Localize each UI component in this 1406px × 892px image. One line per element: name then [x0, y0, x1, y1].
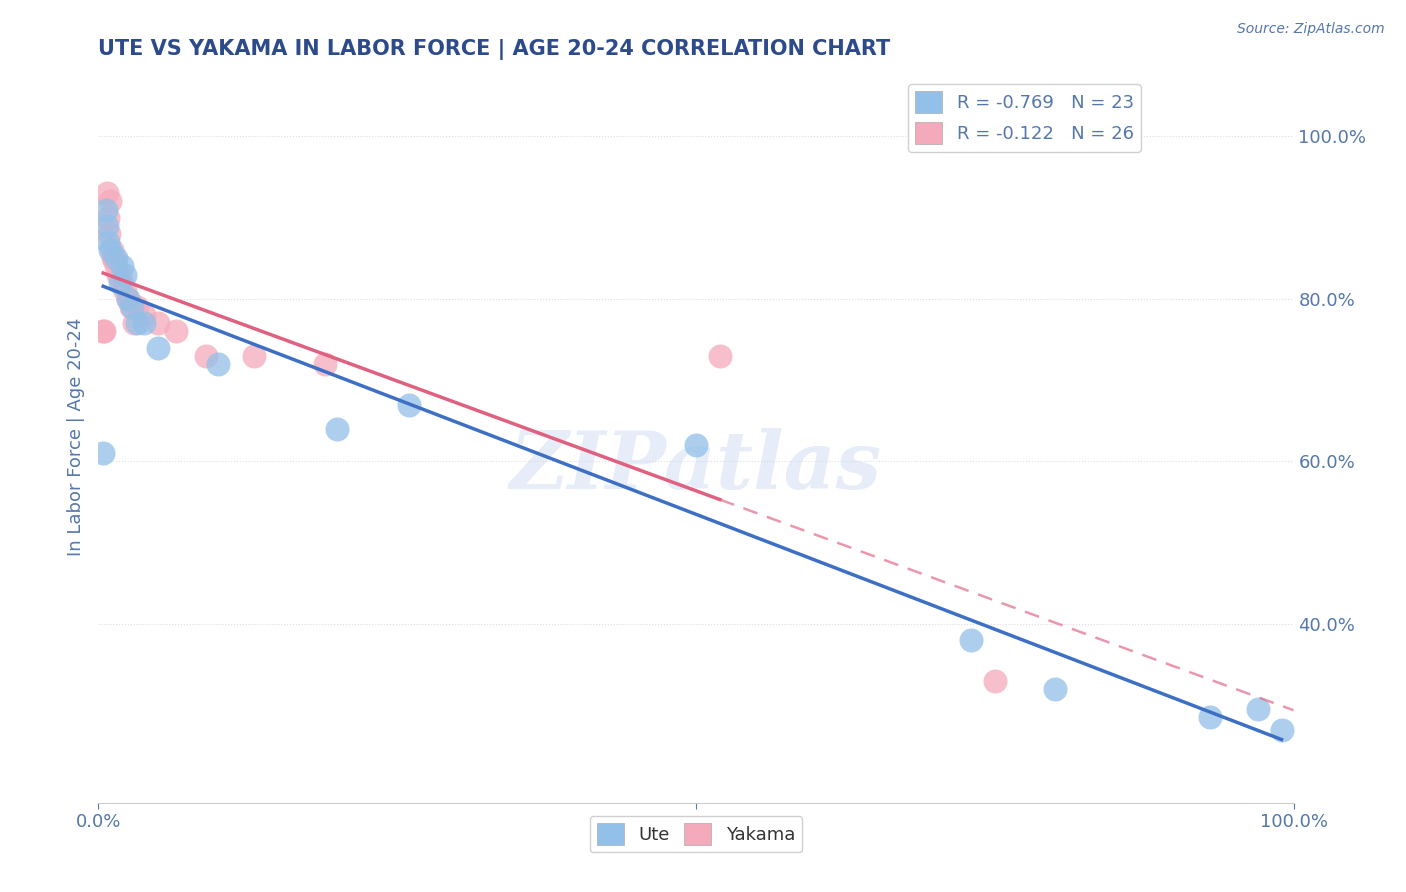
Point — [315, 357, 337, 371]
Point — [121, 300, 143, 314]
Point — [105, 260, 128, 274]
Point — [94, 202, 117, 217]
Text: UTE VS YAKAMA IN LABOR FORCE | AGE 20-24 CORRELATION CHART: UTE VS YAKAMA IN LABOR FORCE | AGE 20-24… — [98, 38, 890, 60]
Point — [91, 446, 114, 460]
Point — [111, 260, 134, 274]
Point — [108, 276, 131, 290]
Point — [1199, 710, 1222, 724]
Point — [107, 268, 129, 282]
Point — [207, 357, 229, 371]
Point — [124, 316, 146, 330]
Point — [117, 292, 139, 306]
Point — [326, 422, 349, 436]
Point — [103, 252, 125, 266]
Point — [125, 300, 148, 314]
Point — [243, 349, 266, 363]
Point — [960, 633, 983, 648]
Point — [1043, 681, 1066, 696]
Point — [685, 438, 707, 452]
Point — [114, 284, 136, 298]
Point — [984, 673, 1007, 688]
Point — [148, 341, 170, 355]
Point — [195, 349, 218, 363]
Point — [165, 325, 187, 339]
Point — [105, 252, 128, 266]
Point — [132, 316, 155, 330]
Point — [101, 252, 124, 266]
Point — [96, 186, 118, 201]
Point — [398, 398, 420, 412]
Point — [98, 194, 122, 209]
Point — [97, 211, 120, 225]
Point — [709, 349, 731, 363]
Point — [111, 276, 134, 290]
Point — [132, 308, 155, 322]
Point — [148, 316, 170, 330]
Point — [1247, 702, 1270, 716]
Point — [120, 300, 142, 314]
Point — [98, 227, 121, 241]
Point — [98, 243, 122, 257]
Point — [117, 292, 139, 306]
Legend: Ute, Yakama: Ute, Yakama — [589, 816, 803, 852]
Point — [100, 243, 122, 257]
Point — [1271, 723, 1294, 737]
Y-axis label: In Labor Force | Age 20-24: In Labor Force | Age 20-24 — [66, 318, 84, 557]
Point — [96, 219, 118, 233]
Text: ZIPatlas: ZIPatlas — [510, 427, 882, 505]
Point — [125, 316, 148, 330]
Point — [93, 325, 115, 339]
Point — [91, 325, 114, 339]
Point — [114, 268, 136, 282]
Point — [108, 268, 131, 282]
Point — [97, 235, 120, 249]
Text: Source: ZipAtlas.com: Source: ZipAtlas.com — [1237, 22, 1385, 37]
